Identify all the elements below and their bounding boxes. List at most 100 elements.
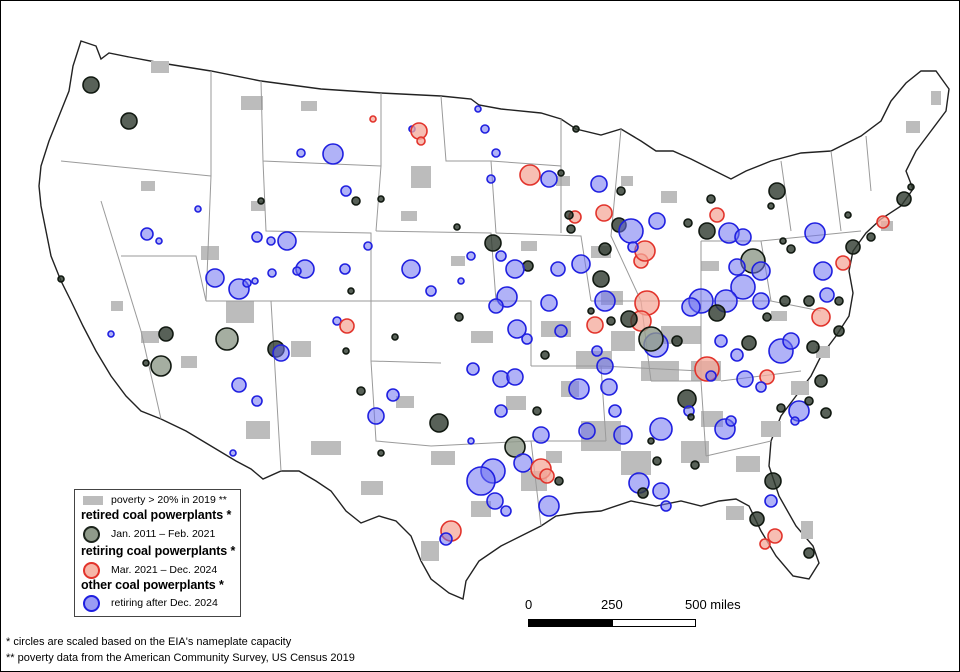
other-plant-marker [267, 268, 277, 278]
state-border [780, 160, 792, 232]
retiring-plant-marker [595, 204, 613, 222]
other-plant-marker [107, 330, 115, 338]
other-plant-marker [491, 148, 501, 158]
retired-plant-marker [215, 327, 239, 351]
retired-plant-marker [566, 224, 576, 234]
poverty-patch [521, 241, 537, 251]
retiring-plant-marker [519, 164, 541, 186]
poverty-patch [611, 331, 635, 351]
other-plant-marker [367, 407, 385, 425]
other-plant-marker [513, 453, 533, 473]
other-plant-marker [532, 426, 550, 444]
other-plant-marker [339, 263, 351, 275]
retired-plant-marker [767, 202, 775, 210]
other-plant-marker [608, 404, 622, 418]
retired-plant-marker [587, 307, 595, 315]
other-plant-marker [505, 259, 525, 279]
scale-label-250: 250 [601, 597, 623, 612]
other-plant-marker [480, 124, 490, 134]
other-plant-marker [734, 228, 752, 246]
other-plant-marker [277, 231, 297, 251]
poverty-patch [931, 91, 941, 105]
retired-plant-marker [351, 196, 361, 206]
poverty-patch [661, 191, 677, 203]
other-plant-marker [322, 143, 344, 165]
other-plant-marker [194, 205, 202, 213]
other-plant-marker [425, 285, 437, 297]
legend-retiring-range: Mar. 2021 – Dec. 2024 [111, 564, 218, 576]
poverty-patch [431, 451, 455, 465]
other-plant-marker [155, 237, 163, 245]
other-plant-marker [401, 259, 421, 279]
other-plant-marker [752, 292, 770, 310]
other-plant-marker [386, 388, 400, 402]
other-plant-marker [618, 218, 644, 244]
retired-plant-marker [803, 295, 815, 307]
state-border [375, 93, 382, 232]
retiring-plant-marker [709, 207, 725, 223]
state-border [271, 300, 442, 364]
scale-label-500: 500 miles [685, 597, 741, 612]
retired-plant-marker [907, 183, 915, 191]
retired-plant-marker [616, 186, 626, 196]
state-border [205, 71, 212, 302]
poverty-patch [906, 121, 920, 133]
retiring-plant-marker [634, 240, 656, 262]
retiring-plant-marker [811, 307, 831, 327]
other-plant-marker [627, 241, 639, 253]
legend-retired-range: Jan. 2011 – Feb. 2021 [111, 528, 216, 540]
other-plant-marker [494, 404, 508, 418]
retiring-plant-marker [586, 316, 604, 334]
retired-plant-marker [803, 547, 815, 559]
retiring-plant-marker [339, 318, 355, 334]
retired-plant-marker [776, 403, 786, 413]
retired-plant-marker [57, 275, 65, 283]
other-plant-marker [340, 185, 352, 197]
retired-plant-marker [762, 312, 772, 322]
retired-plant-marker [620, 310, 638, 328]
poverty-patch [241, 96, 263, 110]
other-plant-marker [554, 324, 568, 338]
retired-plant-marker [690, 460, 700, 470]
other-plant-marker [819, 287, 835, 303]
retiring-plant-marker [835, 255, 851, 271]
retired-plant-marker [768, 182, 786, 200]
retired-plant-marker [677, 389, 697, 409]
poverty-patch [641, 361, 679, 381]
poverty-patch [111, 301, 123, 311]
retired-plant-marker [834, 296, 844, 306]
poverty-patch [291, 341, 311, 357]
retiring-plant-marker [539, 468, 555, 484]
other-plant-marker [660, 500, 672, 512]
other-plant-marker [649, 417, 673, 441]
legend-poverty-label: poverty > 20% in 2019 ** [111, 494, 227, 506]
poverty-patch [771, 311, 787, 321]
retired-plant-marker [687, 413, 695, 421]
other-plant-marker [790, 416, 800, 426]
retired-plant-marker [779, 295, 791, 307]
other-plant-marker [439, 532, 453, 546]
retired-plant-marker [572, 125, 580, 133]
retired-plant-marker [647, 437, 655, 445]
other-plant-marker [652, 482, 670, 500]
poverty-patch [701, 261, 719, 271]
retired-plant-marker [652, 456, 662, 466]
other-plant-marker [730, 274, 756, 300]
poverty-patch [246, 421, 270, 439]
poverty-patch [396, 396, 414, 408]
poverty-patch [661, 326, 701, 344]
retired-plant-marker [698, 222, 716, 240]
other-plant-marker [205, 268, 225, 288]
retired-plant-marker [706, 194, 716, 204]
other-plant-marker [466, 466, 496, 496]
poverty-patch [421, 541, 439, 561]
poverty-patch [791, 381, 809, 395]
poverty-patch [301, 101, 317, 111]
poverty-patch [556, 176, 570, 186]
retired-plant-marker [391, 333, 399, 341]
other-plant-marker [474, 105, 482, 113]
state-border [430, 440, 542, 527]
retired-plant-marker [532, 406, 542, 416]
poverty-patch [546, 451, 562, 463]
